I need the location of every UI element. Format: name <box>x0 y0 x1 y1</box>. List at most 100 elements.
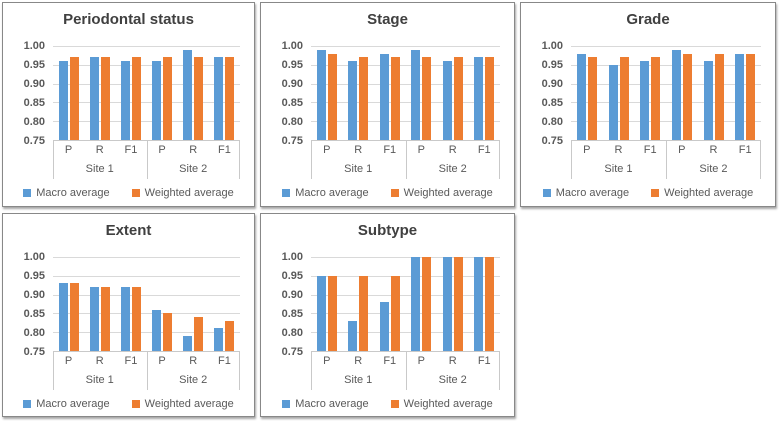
y-tick-label: 0.95 <box>23 59 45 71</box>
legend-label: Weighted average <box>144 398 234 410</box>
legend-label: Macro average <box>555 187 630 199</box>
bar-macro-average <box>474 57 484 140</box>
y-tick-label: 0.85 <box>281 308 303 320</box>
chart-body: 1.00 0.95 0.90 0.85 0.80 0.75 <box>9 251 248 358</box>
category-label: P <box>64 144 73 156</box>
y-axis: 1.00 0.95 0.90 0.85 0.80 0.75 <box>9 251 53 358</box>
legend-item: Weighted average <box>651 187 753 199</box>
gridline <box>53 257 240 258</box>
bar-group <box>209 257 240 351</box>
gridline <box>311 121 500 123</box>
category-separator <box>666 141 667 179</box>
chart-title: Subtype <box>357 222 418 239</box>
legend: Macro average Weighted average <box>267 185 508 201</box>
bar-macro-average <box>411 257 421 351</box>
gridline <box>571 83 761 85</box>
site-label: Site 1 <box>344 374 373 386</box>
y-tick-label: 0.75 <box>23 135 45 147</box>
bars <box>311 46 500 140</box>
category-label: R <box>709 144 718 156</box>
gridline <box>571 102 761 104</box>
bar-macro-average <box>58 283 68 351</box>
legend: Macro average Weighted average <box>267 396 508 412</box>
bar-macro-average <box>640 61 650 140</box>
y-tick-label: 0.75 <box>23 346 45 358</box>
y-tick-label: 0.85 <box>23 308 45 320</box>
bar-weighted-average <box>422 57 432 140</box>
site-label: Site 1 <box>85 374 114 386</box>
y-tick-label: 1.00 <box>281 251 303 263</box>
bars <box>571 46 761 140</box>
gridline <box>311 313 500 315</box>
category-label: F1 <box>383 144 397 156</box>
chart-panel: Subtype 1.00 0.95 0.90 0.85 0.80 0.75 P R F1 P R F… <box>260 213 515 417</box>
bar-group <box>311 257 343 351</box>
bar-group <box>209 46 240 140</box>
y-tick-label: 0.85 <box>541 97 563 109</box>
bar-macro-average <box>608 64 618 140</box>
y-axis: 1.00 0.95 0.90 0.85 0.80 0.75 <box>9 40 53 147</box>
bar-macro-average <box>316 275 326 351</box>
y-tick-label: 0.90 <box>281 78 303 90</box>
bar-weighted-average <box>746 53 756 140</box>
y-tick-label: 0.80 <box>23 327 45 339</box>
y-tick-label: 0.75 <box>541 135 563 147</box>
bar-weighted-average <box>131 57 141 140</box>
legend-swatch <box>282 400 291 408</box>
bars <box>53 46 240 140</box>
gridline <box>571 121 761 123</box>
y-tick-label: 1.00 <box>23 251 45 263</box>
bar-weighted-average <box>69 57 79 140</box>
y-axis: 1.00 0.95 0.90 0.85 0.80 0.75 <box>267 40 311 147</box>
legend: Macro average Weighted average <box>527 185 769 201</box>
bar-weighted-average <box>69 283 79 351</box>
bar-macro-average <box>379 302 389 351</box>
bar-group <box>634 46 666 140</box>
gridline <box>311 275 500 277</box>
category-separator <box>146 352 148 390</box>
category-separator <box>311 352 312 390</box>
bar-macro-average <box>379 53 389 140</box>
category-label: P <box>678 144 686 156</box>
bar-group <box>343 257 375 351</box>
bar-macro-average <box>348 320 358 351</box>
site-label: Site 2 <box>438 163 467 175</box>
site-row: Site 1 Site 2 <box>53 160 240 179</box>
bar-group <box>406 257 438 351</box>
bar-group <box>437 257 469 351</box>
site-label: Site 1 <box>604 163 633 175</box>
y-tick-label: 0.80 <box>281 116 303 128</box>
legend-swatch <box>131 400 140 408</box>
category-separator <box>760 141 761 179</box>
category-label: P <box>323 144 331 156</box>
bar-weighted-average <box>619 57 629 140</box>
gridline <box>311 332 500 334</box>
gridline <box>53 46 240 47</box>
bar-group <box>406 46 438 140</box>
category-label: R <box>354 355 363 367</box>
bars <box>311 257 500 351</box>
legend-item: Macro average <box>282 398 369 410</box>
bar-group <box>437 46 469 140</box>
y-tick-label: 0.90 <box>23 289 45 301</box>
gridline <box>53 275 240 277</box>
y-tick-label: 0.95 <box>541 59 563 71</box>
bar-macro-average <box>576 53 586 140</box>
category-separator <box>53 352 54 390</box>
bars <box>53 257 240 351</box>
plot-area <box>571 46 761 141</box>
y-axis: 1.00 0.95 0.90 0.85 0.80 0.75 <box>267 251 311 358</box>
y-tick-label: 1.00 <box>281 40 303 52</box>
bar-group <box>147 46 178 140</box>
category-label: P <box>417 355 425 367</box>
site-label: Site 2 <box>438 374 467 386</box>
category-label: R <box>95 144 104 156</box>
gridline <box>53 294 240 296</box>
category-axis: P R F1 P R F1 Site 1 Site 2 <box>53 352 240 390</box>
gridline <box>311 46 500 47</box>
gridline <box>311 83 500 85</box>
y-tick-label: 0.75 <box>281 135 303 147</box>
category-separator <box>499 141 500 179</box>
bar-weighted-average <box>131 287 141 351</box>
bar-macro-average <box>703 61 713 140</box>
